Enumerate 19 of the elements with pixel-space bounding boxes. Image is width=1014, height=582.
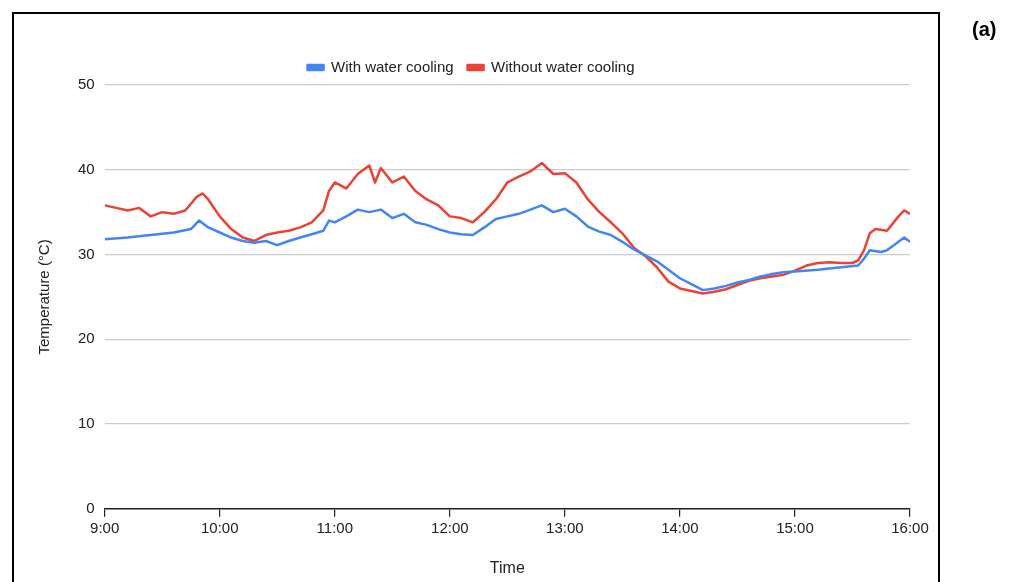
legend-label: Without water cooling [491, 57, 635, 75]
y-tick-label: 30 [78, 244, 95, 262]
x-tick-label: 13:00 [546, 518, 584, 536]
x-tick-label: 10:00 [200, 518, 239, 536]
x-tick-label: 11:00 [316, 518, 353, 536]
y-tick-label: 20 [78, 329, 95, 347]
x-tick-label: 9:00 [90, 518, 120, 536]
legend-label: With water cooling [331, 57, 454, 75]
y-tick-label: 50 [78, 75, 95, 93]
x-tick-label: 14:00 [661, 518, 699, 536]
x-tick-label: 12:00 [431, 518, 469, 536]
text: (a) [972, 18, 997, 41]
y-axis-title: Temperature (°C) [35, 239, 53, 355]
x-tick-label: 15:00 [776, 518, 814, 536]
x-tick-label: 16:00 [891, 518, 929, 536]
y-tick-label: 0 [86, 498, 95, 516]
y-tick-label: 40 [78, 159, 95, 177]
y-tick-label: 10 [78, 414, 95, 432]
x-axis-title: Time [489, 558, 525, 576]
